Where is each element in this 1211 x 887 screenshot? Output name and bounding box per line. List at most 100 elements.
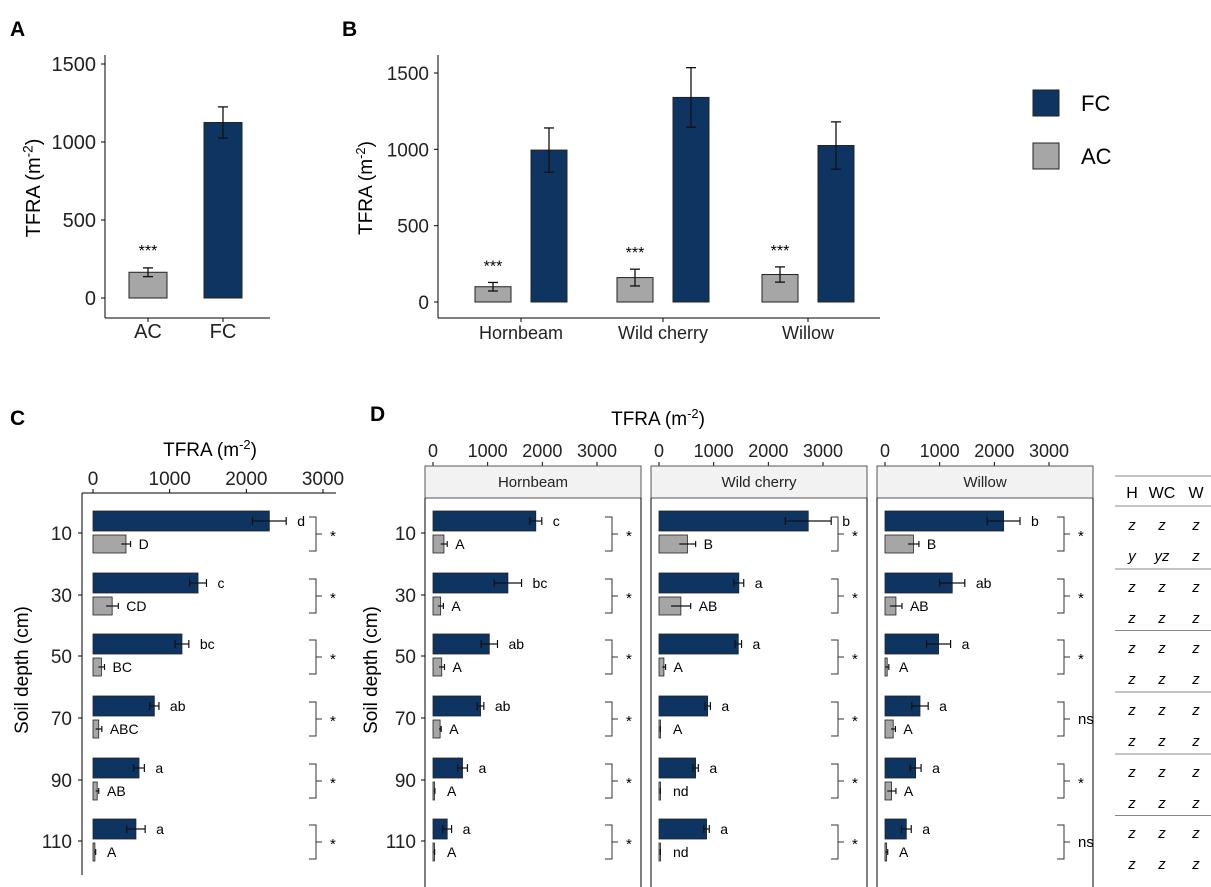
panel-d-fc-letter: b — [1031, 513, 1039, 529]
table-cell: z — [1191, 640, 1200, 657]
panel-d-xtick-label: 0 — [880, 441, 890, 461]
panel-d-sig-bracket — [1057, 639, 1070, 675]
panel-d-fc-letter: a — [755, 575, 763, 591]
panel-d-sig-label: * — [1078, 775, 1084, 792]
table-cell: z — [1127, 702, 1136, 719]
panel-d-facet-wild-cherry: 0 1000 2000 3000 Wild cherry b B * a AB * a A * a A * a nd… — [650, 441, 868, 887]
panel-d-xtick-label: 3000 — [577, 441, 617, 461]
panel-d-xlabel-main: TFRA (m — [611, 409, 687, 430]
panel-d-sig-bracket — [1057, 516, 1070, 552]
panel-d-fc-letter: a — [932, 760, 940, 776]
panel-b-bar — [672, 96, 710, 303]
table-cell: z — [1191, 579, 1200, 596]
panel-d-fc-letter: a — [922, 821, 930, 837]
panel-c-ac-letter: BC — [113, 659, 132, 675]
panel-c-ac-bar — [92, 534, 127, 554]
panel-d-ytick-label: 50 — [395, 647, 416, 668]
panel-b-sig-label: *** — [771, 243, 790, 260]
panel-d-ac-letter: nd — [673, 783, 689, 799]
panel-a-sig-label: *** — [139, 243, 158, 260]
panel-d-sig-label: * — [852, 836, 858, 853]
panel-letter-a: A — [10, 18, 25, 41]
legend: FC AC — [1032, 89, 1112, 170]
panel-c-sig-bracket — [309, 516, 322, 552]
panel-d-ac-letter: nd — [673, 844, 689, 860]
panel-d-ac-letter: B — [704, 536, 713, 552]
panel-d-xlabel-sup: -2 — [687, 406, 698, 421]
panel-b-ylabel-tail: ) — [356, 141, 377, 147]
panel-b-bar — [530, 149, 568, 303]
table-cell: z — [1157, 579, 1166, 596]
panel-d-sig-bracket — [831, 763, 844, 799]
table-cell: z — [1157, 764, 1166, 781]
panel-c-sig-bracket — [309, 639, 322, 675]
panel-b-xtick-label: Wild cherry — [618, 323, 708, 343]
panel-c-sig-bracket — [309, 824, 322, 860]
panel-d-sig-bracket — [831, 701, 844, 737]
panel-d-sig-label: * — [1078, 528, 1084, 545]
table-cell: z — [1157, 517, 1166, 534]
panel-d-sig-label: * — [852, 713, 858, 730]
panel-d-sig-bracket — [1057, 578, 1070, 614]
panel-a-ylabel: TFRA (m-2) — [20, 139, 45, 238]
panel-d-facet-title: Wild cherry — [721, 474, 797, 491]
panel-c-ac-letter: CD — [126, 598, 146, 614]
panel-d-sig-label: ns — [1078, 834, 1094, 851]
table-cell: z — [1127, 795, 1136, 812]
panel-d-ytick-label: 30 — [395, 586, 416, 607]
panel-d-sig-label: * — [626, 713, 632, 730]
table-cell: z — [1157, 733, 1166, 750]
panel-d-ac-letter: B — [927, 536, 936, 552]
table-cell: z — [1127, 640, 1136, 657]
table-cell: z — [1127, 764, 1136, 781]
panel-b-ylabel-sup: -2 — [353, 147, 368, 158]
panel-d-sig-label: * — [626, 775, 632, 792]
panel-d-facet-title: Willow — [963, 474, 1006, 491]
panel-d-ac-letter: AB — [699, 598, 718, 614]
table-cell: z — [1127, 733, 1136, 750]
panel-d-sig-bracket — [605, 639, 618, 675]
panel-d-sig-label: * — [626, 651, 632, 668]
table-cell: yz — [1154, 548, 1171, 565]
panel-d-sig-bracket — [1057, 701, 1070, 737]
panel-d-ac-letter: A — [899, 844, 909, 860]
panel-d-fc-bar — [884, 510, 1005, 532]
panel-d-xtick-label: 0 — [654, 441, 664, 461]
panel-d-facet-strip — [876, 465, 1094, 499]
panel-a-ylabel-tail: ) — [23, 139, 45, 146]
table-cell: z — [1127, 825, 1136, 842]
panel-d-sig-bracket — [605, 763, 618, 799]
panel-d-fc-letter: c — [553, 513, 560, 529]
panel-b-sig-label: *** — [626, 245, 645, 262]
panel-b-ylabel: TFRA (m-2) — [353, 141, 377, 235]
table-cell: z — [1191, 733, 1200, 750]
panel-d-fc-bar — [658, 695, 709, 717]
panel-d-sig-bracket — [605, 516, 618, 552]
panel-d-facet-strip — [650, 465, 868, 499]
panel-d-ac-letter: A — [452, 659, 462, 675]
table-cell: z — [1157, 640, 1166, 657]
panel-d-ac-letter: A — [674, 659, 684, 675]
panel-d-fc-letter: bc — [533, 575, 548, 591]
panel-c-sig-label: * — [330, 590, 336, 607]
panel-a-ylabel-main: TFRA (m — [23, 157, 45, 237]
panel-d-xtick-label: 2000 — [748, 441, 788, 461]
letter-table: H WC Wz z zy yz zz z zz z zz z zz z zz z zz z zz z zz z zz z zz z… — [1115, 475, 1211, 873]
panel-b-xtick-label: Willow — [782, 323, 835, 343]
panel-c-ytick-label: 50 — [51, 647, 72, 668]
panel-c-fc-bar — [92, 510, 270, 532]
panel-c-fc-letter: a — [155, 760, 163, 776]
panel-d-fc-bar — [658, 757, 697, 779]
panel-d-fc-letter: b — [842, 513, 850, 529]
table-cell: z — [1191, 764, 1200, 781]
table-cell: z — [1191, 517, 1200, 534]
panel-c-ytick-label: 110 — [42, 832, 72, 853]
panel-c-ytick-label: 90 — [51, 771, 72, 792]
panel-a-xtick-label: FC — [210, 321, 237, 343]
table-cell: z — [1191, 856, 1200, 873]
panel-c-xlabel: TFRA (m-2) — [163, 437, 257, 461]
panel-d-sig-bracket — [605, 578, 618, 614]
panel-d-ytick-label: 90 — [395, 771, 416, 792]
table-cell: z — [1191, 671, 1200, 688]
